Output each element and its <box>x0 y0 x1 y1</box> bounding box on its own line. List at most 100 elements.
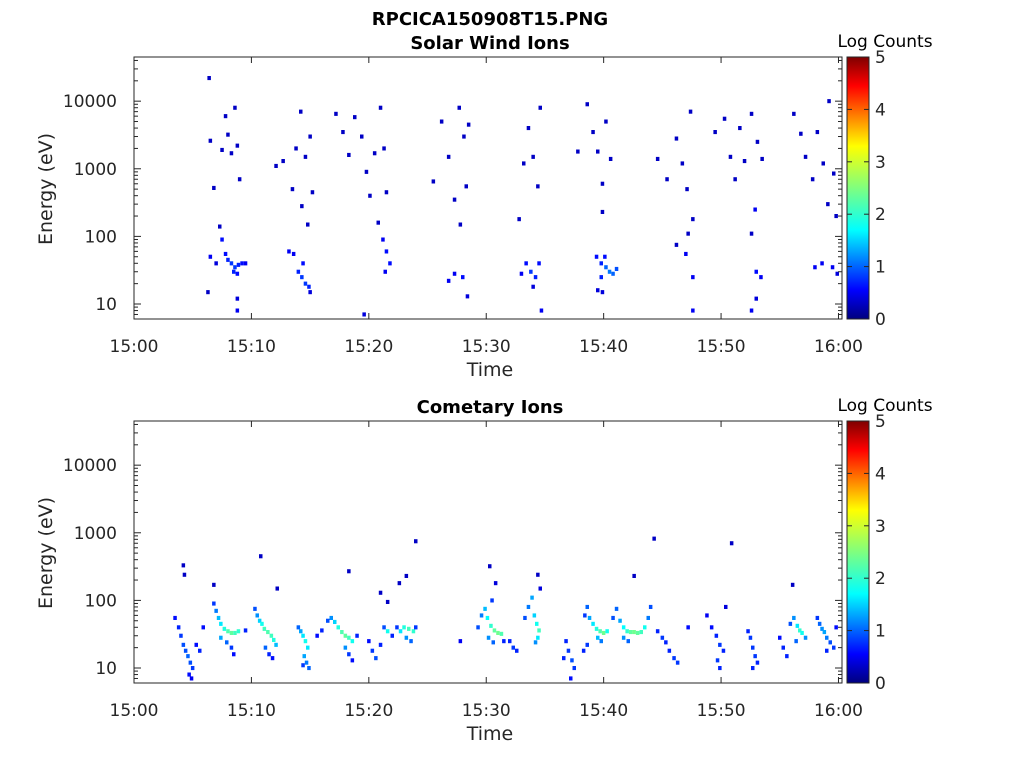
heatmap-cell <box>181 642 186 647</box>
heatmap-cell <box>599 639 603 644</box>
heatmap-cell <box>214 608 218 613</box>
colorbar-tick-label: 4 <box>875 100 886 120</box>
x-tick-label: 15:10 <box>227 337 276 357</box>
heatmap-cell <box>488 564 492 569</box>
heatmap-cell <box>187 672 191 677</box>
x-tick-label: 15:40 <box>579 701 628 721</box>
heatmap-cell <box>225 640 229 645</box>
heatmap-cell <box>753 207 757 212</box>
heatmap-cell <box>792 615 796 620</box>
heatmap-cell <box>628 630 633 635</box>
heatmap-cell <box>397 581 402 586</box>
heatmap-cell <box>604 119 608 124</box>
heatmap-cell <box>639 630 643 635</box>
heatmap-cell <box>374 656 378 661</box>
heatmap-cell <box>347 569 351 574</box>
heatmap-cell <box>749 111 754 116</box>
heatmap-cell <box>652 536 656 541</box>
heatmap-cell <box>600 209 605 214</box>
heatmap-cell <box>198 648 202 653</box>
heatmap-cell <box>304 660 309 665</box>
heatmap-cell <box>587 615 592 620</box>
heatmap-cell <box>176 625 181 630</box>
heatmap-cell <box>536 635 540 640</box>
heatmap-cell <box>183 648 188 653</box>
heatmap-cell <box>832 171 836 176</box>
heatmap-cell <box>608 156 613 161</box>
heatmap-cell <box>830 265 835 270</box>
x-tick-label: 15:30 <box>462 701 511 721</box>
heatmap-cell <box>538 105 542 110</box>
heatmap-cell <box>724 604 728 609</box>
x-tick-label: 15:40 <box>579 337 628 357</box>
colorbar-tick-label: 2 <box>875 569 886 589</box>
heatmap-cell <box>300 204 304 209</box>
heatmap-cell <box>207 76 211 81</box>
heatmap-cell <box>216 615 221 620</box>
heatmap-cell <box>803 635 808 640</box>
heatmap-cell <box>754 269 758 274</box>
heatmap-cell <box>402 625 406 630</box>
heatmap-cell <box>537 628 541 633</box>
heatmap-cell <box>599 261 603 266</box>
heatmap-cell <box>208 254 213 259</box>
heatmap-cell <box>753 654 757 659</box>
heatmap-cell <box>333 619 337 624</box>
heatmap-cell <box>370 648 375 653</box>
heatmap-cell <box>220 147 224 152</box>
heatmap-cell <box>226 629 230 634</box>
heatmap-cell <box>664 640 668 645</box>
heatmap-cell <box>755 660 760 665</box>
heatmap-cell <box>214 261 218 266</box>
heatmap-cell <box>537 261 541 266</box>
colorbar: Log Counts 0 1 2 3 4 5 <box>837 396 932 694</box>
heatmap-cell <box>591 621 595 626</box>
x-tick-label: 15:00 <box>110 337 159 357</box>
solar-wind-ions-panel: Solar Wind Ions 15:00 15:10 15:20 15:30 15:4… <box>35 32 933 381</box>
heatmap-cell <box>233 105 237 110</box>
heatmap-cell <box>179 633 183 638</box>
heatmap-cell <box>233 630 237 635</box>
colorbar-tick-label: 5 <box>875 412 886 432</box>
heatmap-cell <box>307 284 311 289</box>
heatmap-cell <box>212 601 216 606</box>
heatmap-cell <box>749 308 754 313</box>
heatmap-cell <box>535 621 539 626</box>
x-tick-label: 16:00 <box>814 337 863 357</box>
heatmap-cell <box>383 269 387 274</box>
heatmap-cell <box>404 635 409 640</box>
heatmap-cell <box>660 635 665 640</box>
heatmap-cell <box>222 626 227 631</box>
heatmap-cell <box>778 635 782 640</box>
heatmap-cell <box>243 628 248 633</box>
heatmap-cell <box>611 615 615 620</box>
heatmap-cell <box>188 660 193 665</box>
heatmap-cell <box>566 648 571 653</box>
colorbar-tick-label: 5 <box>875 48 886 68</box>
heatmap-cell <box>596 149 600 154</box>
heatmap-cell <box>229 630 234 635</box>
heatmap-cell <box>646 615 650 620</box>
heatmap-cell <box>585 604 589 609</box>
heatmap-cell <box>536 184 540 189</box>
heatmap-cell <box>201 625 205 630</box>
heatmap-cell <box>190 666 195 671</box>
heatmap-cell <box>614 606 619 611</box>
heatmap-cell <box>599 275 603 280</box>
panel-title: Solar Wind Ions <box>410 33 569 54</box>
heatmap-cell <box>749 231 754 236</box>
colorbar-tick-label: 4 <box>875 464 886 484</box>
x-tick-label: 15:50 <box>697 337 746 357</box>
heatmap-cell <box>625 629 629 634</box>
heatmap-cell <box>372 151 377 156</box>
heatmap-cell <box>562 656 566 661</box>
heatmap-cell <box>621 635 626 640</box>
heatmap-cell <box>385 599 390 604</box>
heatmap-cell <box>522 161 526 166</box>
colorbar-label: Log Counts <box>837 396 932 416</box>
heatmap-cell <box>722 116 727 121</box>
heatmap-cell <box>713 130 717 135</box>
heatmap-cell <box>388 261 392 266</box>
heatmap-cell <box>355 633 359 638</box>
